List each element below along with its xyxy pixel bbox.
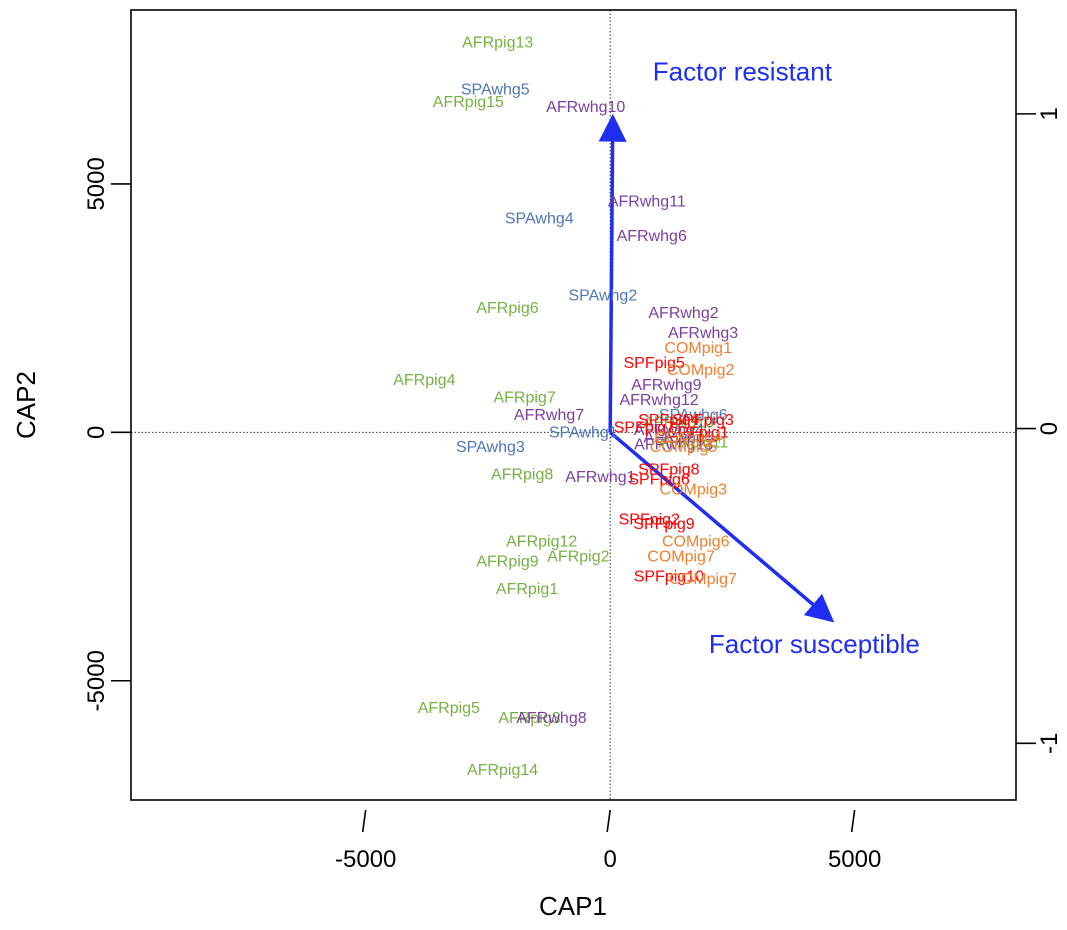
point-label-afrpig: AFRpig9 bbox=[476, 554, 538, 571]
point-label-spfpig: SPFpig2 bbox=[619, 511, 680, 528]
point-label-afrwhg: AFRwhg11 bbox=[608, 193, 686, 210]
point-label-spawhg: SPAwhg6 bbox=[659, 407, 728, 424]
point-label-spawhg: SPAwhg3 bbox=[456, 439, 525, 456]
point-label-compig: COMpig2 bbox=[667, 362, 735, 379]
point-label-afrwhg: AFRwhg5 bbox=[643, 429, 713, 446]
point-label-compig: COMpig5 bbox=[650, 439, 718, 456]
x-tick-label: 5000 bbox=[828, 846, 881, 873]
point-label-afrwhg: AFRwhg3 bbox=[668, 325, 738, 342]
reference-lines bbox=[131, 10, 1016, 800]
point-label-afrpig: AFRpig7 bbox=[493, 390, 555, 407]
sample-labels: AFRpig13AFRpig15AFRpig6AFRpig4AFRpig7AFR… bbox=[393, 34, 738, 779]
point-label-spfpig: SPFpig6 bbox=[628, 472, 689, 489]
axes: -5000 0 5000 -5000 0 5000 -1 0 1 bbox=[83, 107, 1063, 873]
point-label-compig: COMpig3 bbox=[660, 481, 728, 498]
point-label-compig: COMpig4 bbox=[655, 429, 723, 446]
point-label-afrpig: AFRpig13 bbox=[462, 34, 533, 51]
point-label-afrwhg: AFRwhg9 bbox=[631, 377, 701, 394]
vector-arrow bbox=[598, 113, 627, 433]
point-label-afrpig: AFRpig4 bbox=[393, 372, 455, 389]
x-tick-label: 0 bbox=[603, 846, 616, 873]
y-axis-title: CAP2 bbox=[11, 371, 41, 439]
point-label-afrpig: AFRpig6 bbox=[476, 300, 538, 317]
point-label-afrwhg: AFRwhg2 bbox=[648, 305, 718, 322]
plot-frame bbox=[130, 9, 1017, 801]
point-label-afrpig: AFRpig8 bbox=[491, 467, 553, 484]
right-tick-label: -1 bbox=[1036, 733, 1063, 754]
point-label-spawhg: SPAwhg2 bbox=[568, 288, 637, 305]
y-tick-label: 0 bbox=[83, 426, 110, 439]
right-tick-label: 1 bbox=[1036, 107, 1063, 120]
point-label-afrpig: AFRpig5 bbox=[418, 700, 480, 717]
point-label-afrwhg: AFRwhg8 bbox=[516, 710, 586, 727]
vector-arrow bbox=[609, 430, 835, 623]
point-label-spfpig: SPFpig10 bbox=[634, 568, 704, 585]
point-label-afrwhg: AFRwhg10 bbox=[546, 99, 625, 116]
point-label-afrpig: AFRpig10 bbox=[643, 414, 714, 431]
x-tick-mark bbox=[606, 809, 611, 833]
point-label-afrpig: AFRpig2 bbox=[547, 549, 609, 566]
point-label-spfpig: SPFpig3 bbox=[672, 412, 733, 429]
point-label-afrpig: AFRpig14 bbox=[467, 762, 538, 779]
x-tick-label: -5000 bbox=[335, 846, 396, 873]
point-label-afrwhg: AFRwhg6 bbox=[617, 228, 687, 245]
point-label-spfpig: SPFpig7 bbox=[614, 419, 675, 436]
x-tick-mark bbox=[850, 809, 856, 833]
point-label-afrwhg: AFRwhg4 bbox=[634, 422, 704, 439]
point-label-afrpig: AFRpig1 bbox=[496, 581, 558, 598]
point-label-compig: COMpig6 bbox=[662, 534, 730, 551]
point-label-compig: COMpig7 bbox=[669, 571, 737, 588]
point-label-compig: COMpig7 bbox=[647, 549, 715, 566]
point-label-spawhg: SPAwhg5 bbox=[461, 81, 530, 98]
point-label-spawhg: SPAwhg1 bbox=[549, 424, 618, 441]
point-label-spfpig: SPFpig5 bbox=[623, 355, 684, 372]
point-label-spfpig: SPFpig8 bbox=[638, 462, 699, 479]
point-label-spfpig: SPFpig9 bbox=[633, 516, 694, 533]
point-label-afrpig: AFRpig11 bbox=[658, 434, 728, 451]
y-tick-label: -5000 bbox=[83, 650, 110, 711]
point-label-afrpig: AFRpig15 bbox=[433, 94, 504, 111]
point-label-compig: COMpig1 bbox=[664, 340, 732, 357]
point-label-spfpig: SPFpig4 bbox=[638, 412, 699, 429]
point-label-afrpig: AFRpig3 bbox=[498, 710, 560, 727]
vector-label: Factor resistant bbox=[653, 57, 833, 87]
right-tick-label: 0 bbox=[1036, 422, 1063, 435]
x-axis-title: CAP1 bbox=[539, 891, 607, 921]
point-label-spawhg: SPAwhg4 bbox=[505, 211, 574, 228]
vector-label: Factor susceptible bbox=[709, 629, 920, 659]
point-label-spfpig: SPFpig1 bbox=[667, 424, 728, 441]
y-tick-label: 5000 bbox=[83, 157, 110, 210]
point-label-afrwhg: AFRwhg12 bbox=[619, 392, 698, 409]
x-tick-mark bbox=[361, 809, 367, 833]
point-label-afrwhg: AFRwhg13 bbox=[634, 437, 713, 454]
biplot-vectors: Factor resistant Factor susceptible bbox=[598, 57, 920, 659]
point-label-afrpig: AFRpig12 bbox=[506, 534, 577, 551]
point-label-afrwhg: AFRwhg1 bbox=[565, 469, 635, 486]
point-label-afrwhg: AFRwhg7 bbox=[514, 407, 584, 424]
